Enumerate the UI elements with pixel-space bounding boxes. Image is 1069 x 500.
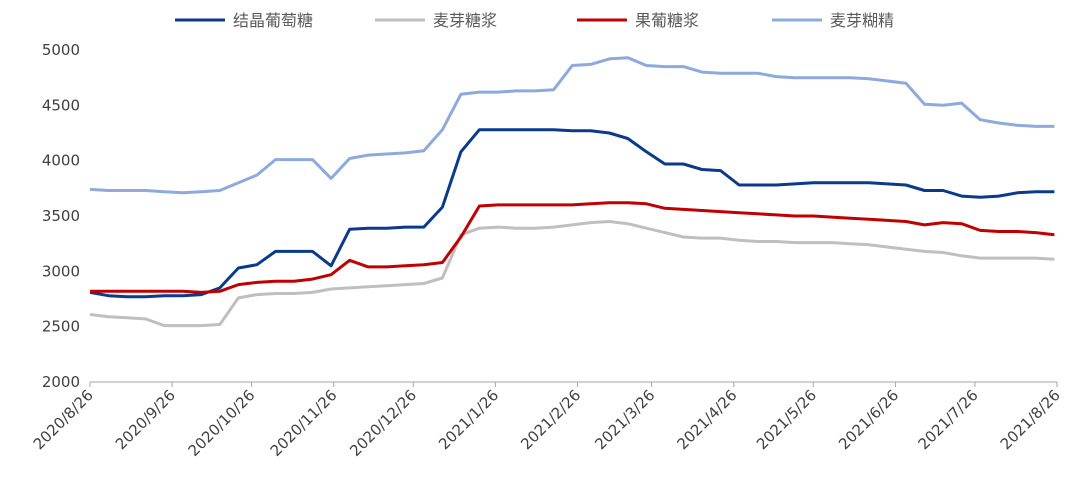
y-tick-label: 4000 [42,152,80,170]
y-tick-label: 2000 [42,373,80,391]
x-tick-label: 2020/11/26 [267,386,341,460]
x-tick-label: 2021/3/26 [591,386,658,453]
x-tick-label: 2020/8/26 [30,386,97,453]
x-tick-label: 2021/6/26 [835,386,902,453]
legend-label: 果葡糖浆 [635,11,699,30]
x-tick-label: 2020/12/26 [346,386,420,460]
legend-item: 果葡糖浆 [577,11,699,30]
x-tick-label: 2020/9/26 [112,386,179,453]
legend-label: 麦芽糊精 [830,11,894,30]
x-tick-label: 2021/2/26 [517,386,584,453]
legend-item: 麦芽糊精 [772,11,894,30]
x-tick-label: 2021/5/26 [753,386,820,453]
series-line [89,56,1055,195]
legend-label: 麦芽糖浆 [433,11,497,30]
legend-label: 结晶葡萄糖 [233,11,313,30]
y-tick-label: 4500 [42,96,80,114]
y-tick-label: 3500 [42,207,80,225]
x-tick-label: 2021/1/26 [435,386,502,453]
legend-item: 麦芽糖浆 [375,11,497,30]
series-line [89,220,1055,328]
y-tick-label: 3000 [42,262,80,280]
x-tick-label: 2020/10/26 [185,386,259,460]
y-tick-label: 2500 [42,318,80,336]
series-line [89,128,1055,299]
x-tick-label: 2021/4/26 [673,386,740,453]
legend-item: 结晶葡萄糖 [175,11,313,30]
x-tick-label: 2021/8/26 [997,386,1064,453]
series-line [90,201,1055,294]
y-tick-label: 5000 [42,41,80,59]
x-tick-label: 2021/7/26 [915,386,982,453]
